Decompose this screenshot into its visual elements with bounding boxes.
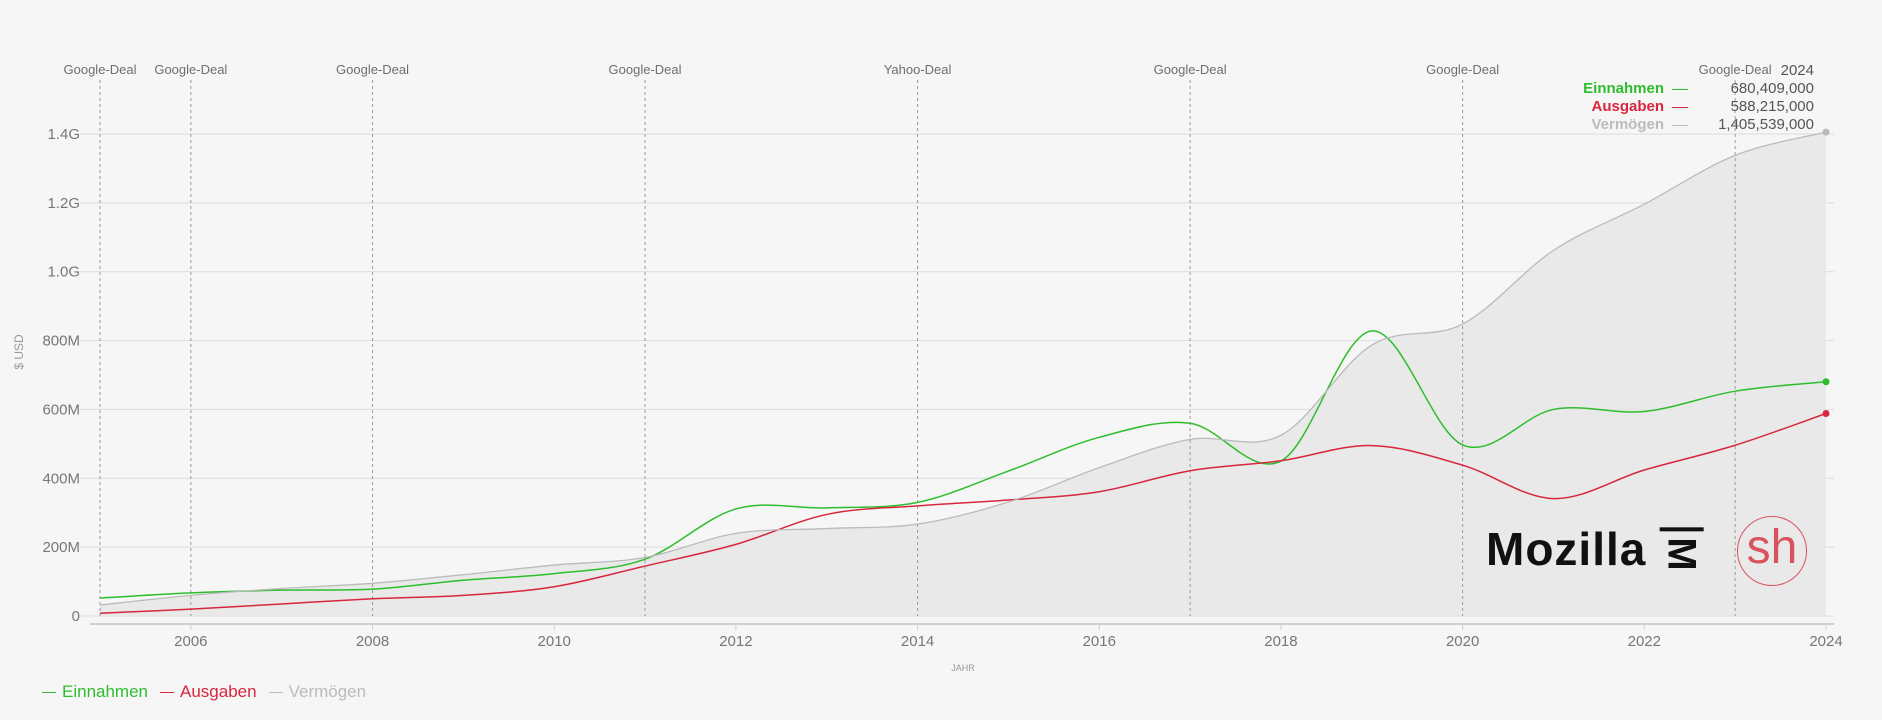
x-axis: 2006 2008 2010 2012 2014 2016 2018 2020 2022 2024	[174, 624, 1843, 650]
deal-label: Google-Deal	[154, 62, 227, 77]
legend-swatch	[42, 691, 56, 693]
tooltip-series-swatch	[1672, 106, 1688, 108]
x-tick-label: 2012	[719, 633, 752, 650]
end-points	[1822, 128, 1830, 417]
tooltip-year: 2024	[1780, 62, 1814, 79]
tooltip-series-name: Vermögen	[1591, 116, 1664, 133]
legend-label: Einnahmen	[62, 682, 149, 701]
x-tick-label: 2020	[1446, 633, 1479, 650]
tooltip-series-swatch	[1672, 124, 1688, 126]
x-tick-label: 2018	[1264, 633, 1297, 650]
legend-label: Vermögen	[288, 682, 367, 701]
mozilla-logo: Mozilla M	[1486, 522, 1705, 576]
tooltip-row-einnahmen: Einnahmen 680,409,000	[1583, 80, 1814, 98]
x-tick-label: 2008	[356, 633, 389, 650]
deal-label: Google-Deal	[1426, 62, 1499, 77]
y-tick-label: 400M	[42, 470, 80, 487]
mozilla-wordmark: Mozilla	[1486, 523, 1647, 575]
legend-item-vermoegen[interactable]: Vermögen	[268, 682, 367, 702]
area-fill	[100, 132, 1826, 616]
y-axis: 0 200M 400M 600M 800M 1.0G 1.2G 1.4G	[42, 126, 80, 625]
series-line-einnahmen	[99, 330, 1827, 599]
data-point-vermoegen[interactable]	[1822, 128, 1830, 136]
y-tick-label: 1.4G	[47, 126, 80, 143]
x-axis-title: JAHR	[951, 663, 975, 673]
series-line-vermoegen	[99, 131, 1827, 606]
series-lines	[99, 131, 1827, 614]
data-point-einnahmen[interactable]	[1822, 378, 1830, 386]
hover-tooltip: 2024 Einnahmen 680,409,000 Ausgaben 588,…	[1583, 62, 1814, 134]
x-tick-label: 2006	[174, 633, 207, 650]
sh-logo-text: sh	[1746, 521, 1798, 574]
deal-label: Google-Deal	[609, 62, 682, 77]
data-point-ausgaben[interactable]	[1822, 409, 1830, 417]
series-line-ausgaben	[99, 412, 1827, 614]
deal-label: Yahoo-Deal	[884, 62, 952, 77]
area-vermoegen	[100, 132, 1826, 616]
sh-logo: sh	[1737, 516, 1807, 586]
deal-label: Google-Deal	[336, 62, 409, 77]
y-tick-label: 0	[72, 608, 80, 625]
tooltip-series-name: Einnahmen	[1583, 80, 1664, 97]
legend-swatch	[160, 691, 175, 693]
tooltip-row-vermoegen: Vermögen 1,405,539,000	[1583, 116, 1814, 134]
y-axis-title: $ USD	[12, 334, 26, 370]
tooltip-series-value: 680,409,000	[1730, 80, 1814, 97]
x-tick-label: 2014	[901, 633, 934, 650]
x-tick-label: 2016	[1083, 633, 1116, 650]
legend: Einnahmen Ausgaben Vermögen	[42, 682, 366, 702]
tooltip-year-row: 2024	[1583, 62, 1814, 80]
y-tick-label: 200M	[42, 539, 80, 556]
legend-swatch	[268, 691, 283, 693]
tooltip-series-value: 588,215,000	[1730, 98, 1814, 115]
y-tick-label: 600M	[42, 401, 80, 418]
x-tick-label: 2022	[1628, 633, 1661, 650]
x-tick-label: 2010	[538, 633, 571, 650]
mozilla-m-icon: M	[1660, 527, 1705, 571]
legend-item-ausgaben[interactable]: Ausgaben	[160, 682, 257, 702]
legend-label: Ausgaben	[180, 682, 257, 701]
tooltip-series-name: Ausgaben	[1591, 98, 1664, 115]
y-tick-label: 800M	[42, 333, 80, 350]
deal-annotations: Google-Deal Google-Deal Google-Deal Google-…	[64, 62, 1772, 616]
tooltip-series-swatch	[1672, 88, 1688, 90]
x-tick-label: 2024	[1809, 633, 1842, 650]
tooltip-row-ausgaben: Ausgaben 588,215,000	[1583, 98, 1814, 116]
y-tick-label: 1.0G	[47, 264, 80, 281]
legend-item-einnahmen[interactable]: Einnahmen	[42, 682, 148, 702]
deal-label: Google-Deal	[64, 62, 137, 77]
deal-label: Google-Deal	[1699, 62, 1772, 77]
y-tick-label: 1.2G	[47, 195, 80, 212]
tooltip-series-value: 1,405,539,000	[1718, 116, 1814, 133]
deal-label: Google-Deal	[1154, 62, 1227, 77]
